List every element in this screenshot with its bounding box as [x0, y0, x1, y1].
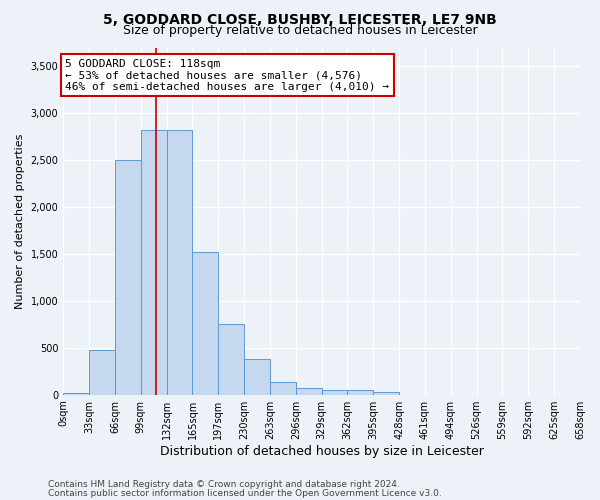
Text: 5, GODDARD CLOSE, BUSHBY, LEICESTER, LE7 9NB: 5, GODDARD CLOSE, BUSHBY, LEICESTER, LE7…	[103, 12, 497, 26]
Bar	[193, 252, 218, 394]
Bar	[296, 388, 322, 394]
Bar	[244, 359, 270, 394]
Text: 5 GODDARD CLOSE: 118sqm
← 53% of detached houses are smaller (4,576)
46% of semi: 5 GODDARD CLOSE: 118sqm ← 53% of detache…	[65, 59, 389, 92]
Bar	[63, 393, 89, 394]
Bar	[141, 130, 167, 394]
Bar	[167, 130, 193, 394]
X-axis label: Distribution of detached houses by size in Leicester: Distribution of detached houses by size …	[160, 444, 484, 458]
Y-axis label: Number of detached properties: Number of detached properties	[15, 134, 25, 309]
Bar	[270, 382, 296, 394]
Text: Contains public sector information licensed under the Open Government Licence v3: Contains public sector information licen…	[48, 488, 442, 498]
Bar	[373, 392, 399, 394]
Bar	[322, 390, 347, 394]
Bar	[218, 324, 244, 394]
Bar	[115, 160, 141, 394]
Bar	[347, 390, 373, 394]
Text: Size of property relative to detached houses in Leicester: Size of property relative to detached ho…	[122, 24, 478, 37]
Bar	[89, 350, 115, 395]
Text: Contains HM Land Registry data © Crown copyright and database right 2024.: Contains HM Land Registry data © Crown c…	[48, 480, 400, 489]
